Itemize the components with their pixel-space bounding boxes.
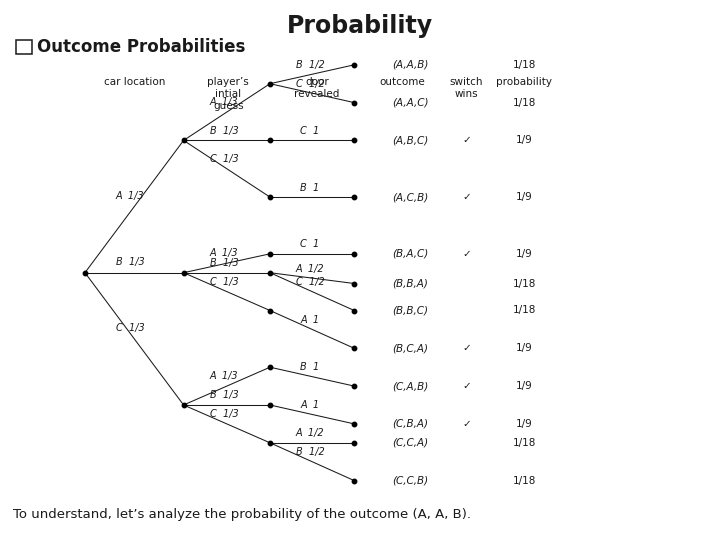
- Text: ✓: ✓: [462, 419, 471, 429]
- Text: (B,C,A): (B,C,A): [392, 343, 428, 353]
- Text: B  1: B 1: [300, 362, 320, 373]
- Text: 1/9: 1/9: [516, 343, 533, 353]
- Text: ✓: ✓: [462, 381, 471, 391]
- Text: 1/18: 1/18: [513, 438, 536, 448]
- Text: C  1: C 1: [300, 126, 320, 136]
- Text: 1/18: 1/18: [513, 306, 536, 315]
- Text: A  1/3: A 1/3: [210, 248, 238, 259]
- Text: C  1/3: C 1/3: [210, 409, 238, 419]
- Text: B  1/3: B 1/3: [210, 125, 238, 136]
- Text: B  1/3: B 1/3: [210, 258, 238, 268]
- Text: A  1: A 1: [300, 315, 320, 325]
- Text: A  1/2: A 1/2: [296, 264, 324, 274]
- Text: C  1/3: C 1/3: [210, 154, 238, 164]
- Text: A  1/2: A 1/2: [296, 428, 324, 438]
- Text: switch
wins: switch wins: [450, 77, 483, 99]
- Text: door
revealed: door revealed: [294, 77, 340, 99]
- Text: (C,C,A): (C,C,A): [392, 438, 428, 448]
- Text: 1/18: 1/18: [513, 98, 536, 107]
- Text: 1/9: 1/9: [516, 192, 533, 202]
- Text: (B,B,A): (B,B,A): [392, 279, 428, 288]
- Text: Outcome Probabilities: Outcome Probabilities: [37, 38, 246, 56]
- Text: (C,A,B): (C,A,B): [392, 381, 428, 391]
- Text: A  1/3: A 1/3: [210, 371, 238, 381]
- Text: B  1/3: B 1/3: [210, 390, 238, 400]
- Text: (A,C,B): (A,C,B): [392, 192, 428, 202]
- Text: 1/9: 1/9: [516, 136, 533, 145]
- Text: ✓: ✓: [462, 343, 471, 353]
- Text: (C,B,A): (C,B,A): [392, 419, 428, 429]
- Text: (B,B,C): (B,B,C): [392, 306, 428, 315]
- Text: player’s
intial
guess: player’s intial guess: [207, 77, 249, 111]
- Text: (A,A,B): (A,A,B): [392, 60, 429, 70]
- Text: A  1: A 1: [300, 400, 320, 410]
- Text: (A,A,C): (A,A,C): [392, 98, 429, 107]
- Text: 1/9: 1/9: [516, 381, 533, 391]
- Text: 1/9: 1/9: [516, 249, 533, 259]
- Text: (B,A,C): (B,A,C): [392, 249, 428, 259]
- Text: probability: probability: [496, 77, 552, 87]
- Text: C  1/3: C 1/3: [210, 276, 238, 287]
- Text: (C,C,B): (C,C,B): [392, 476, 428, 485]
- Text: 1/18: 1/18: [513, 476, 536, 485]
- Text: C  1/2: C 1/2: [296, 79, 324, 89]
- Text: 1/18: 1/18: [513, 279, 536, 288]
- Text: C  1/2: C 1/2: [296, 277, 324, 287]
- Text: C  1/3: C 1/3: [116, 323, 144, 333]
- Text: B  1/2: B 1/2: [296, 60, 324, 70]
- Text: ✓: ✓: [462, 136, 471, 145]
- Text: B  1/2: B 1/2: [296, 447, 324, 457]
- Text: Probability: Probability: [287, 14, 433, 37]
- Text: ✓: ✓: [462, 249, 471, 259]
- Text: B  1/3: B 1/3: [116, 257, 144, 267]
- Text: (A,B,C): (A,B,C): [392, 136, 428, 145]
- Text: car location: car location: [104, 77, 166, 87]
- Text: 1/18: 1/18: [513, 60, 536, 70]
- Text: A  1/3: A 1/3: [116, 191, 144, 201]
- Text: B  1: B 1: [300, 183, 320, 193]
- Text: To understand, let’s analyze the probability of the outcome (A, A, B).: To understand, let’s analyze the probabi…: [13, 508, 471, 521]
- Text: 1/9: 1/9: [516, 419, 533, 429]
- FancyBboxPatch shape: [16, 40, 32, 54]
- Text: A  1/3: A 1/3: [210, 97, 238, 107]
- Text: outcome: outcome: [379, 77, 425, 87]
- Text: C  1: C 1: [300, 239, 320, 249]
- Text: ✓: ✓: [462, 192, 471, 202]
